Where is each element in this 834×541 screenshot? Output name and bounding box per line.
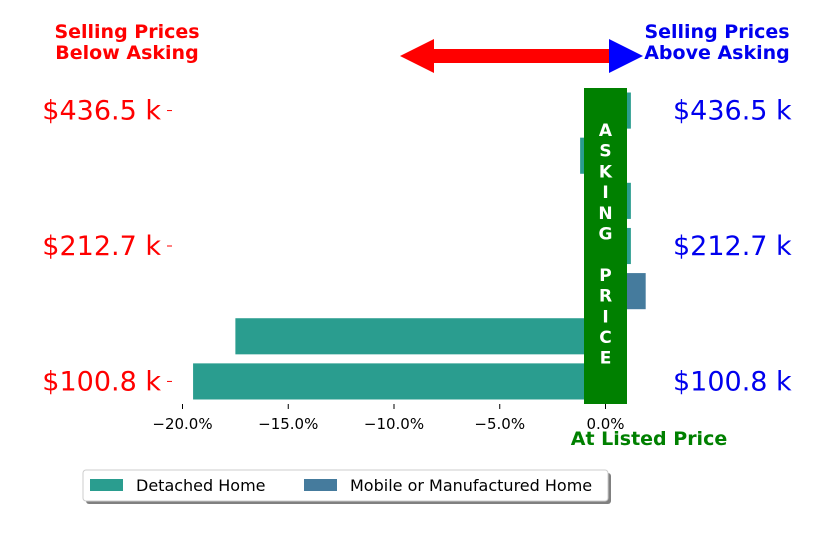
legend: Detached Home Mobile or Manufactured Home	[82, 469, 611, 504]
y-axis: $100.8 k $100.8 k $212.7 k $212.7 k $436.5 k…	[42, 96, 792, 398]
bar-detached-home-0	[193, 363, 606, 400]
bar-detached-home-1	[235, 318, 606, 355]
y-tick-label-left-0: $100.8 k	[42, 366, 161, 397]
legend-swatch-detached-home	[90, 479, 123, 491]
asking-band-letter-9: I	[602, 307, 608, 327]
x-tick-label-2: −10.0%	[364, 415, 424, 433]
right-title-line-0: Selling Prices	[644, 21, 789, 43]
right-title-line-1: Above Asking	[644, 42, 790, 64]
direction-arrow	[400, 39, 643, 73]
y-tick-label-right-1: $212.7 k	[673, 231, 792, 262]
arrow-shaft	[432, 49, 618, 63]
asking-band-letter-1: S	[599, 142, 611, 162]
asking-band-letter-2: K	[599, 162, 613, 182]
y-tick-label-right-0: $100.8 k	[673, 366, 792, 397]
left-title-line-1: Below Asking	[55, 42, 198, 64]
legend-label-mobile-or-manufactured-home: Mobile or Manufactured Home	[350, 476, 592, 495]
arrow-head-right	[609, 39, 643, 73]
x-axis-label: At Listed Price	[571, 428, 727, 450]
x-tick-label-4: 0.0%	[586, 415, 624, 433]
legend-box	[82, 469, 609, 502]
asking-band-letter-0: A	[599, 121, 613, 141]
legend-label-detached-home: Detached Home	[136, 476, 266, 495]
asking-band-letter-4: N	[598, 204, 612, 224]
asking-band-letter-8: R	[599, 287, 612, 307]
legend-swatch-mobile-or-manufactured-home	[304, 479, 337, 491]
x-tick-label-1: −15.0%	[258, 415, 318, 433]
y-tick-label-right-2: $436.5 k	[673, 96, 792, 127]
x-tick-label-3: −5.0%	[474, 415, 525, 433]
asking-band-letter-7: P	[599, 266, 611, 286]
x-tick-label-0: −20.0%	[152, 415, 212, 433]
asking-band-letter-10: C	[599, 328, 611, 348]
asking-band-letter-3: I	[602, 183, 608, 203]
arrow-head-left	[400, 39, 434, 73]
asking-band-rect	[584, 88, 627, 404]
bars	[193, 92, 646, 400]
asking-band-letter-11: E	[600, 349, 612, 369]
left-title-line-0: Selling Prices	[54, 21, 199, 43]
y-tick-label-left-1: $212.7 k	[42, 231, 161, 262]
x-axis: −20.0% −15.0% −10.0% −5.0% 0.0%At Listed Pri…	[152, 404, 727, 450]
y-tick-label-left-2: $436.5 k	[42, 96, 161, 127]
asking-band-letter-5: G	[599, 225, 613, 245]
